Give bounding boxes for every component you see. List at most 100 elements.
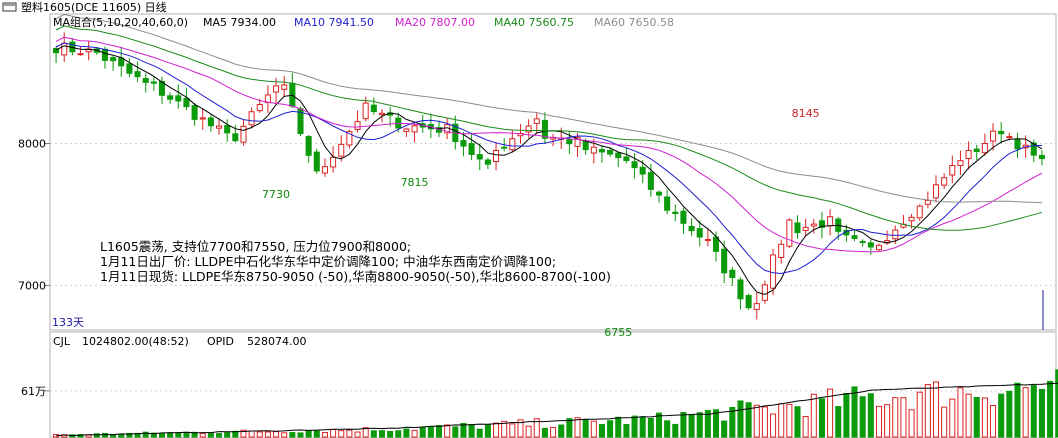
window-icon[interactable]	[2, 2, 17, 12]
price-extreme-labels: 7730 7815 6755 8145	[262, 107, 820, 339]
candle	[696, 220, 703, 247]
volume-bar	[330, 428, 337, 438]
volume-bar	[338, 430, 345, 438]
volume-bar	[688, 414, 695, 438]
volume-bar	[403, 428, 410, 438]
candle	[704, 228, 711, 247]
candle	[827, 209, 834, 236]
annotation-line-1: L1605震荡, 支持位7700和7550, 压力位7900和8000;	[100, 239, 411, 254]
volume-bar	[126, 432, 133, 438]
candle	[957, 150, 964, 176]
ma40-line	[55, 25, 1043, 231]
candle	[411, 122, 418, 143]
volume-bar	[582, 418, 589, 438]
candle	[403, 127, 410, 137]
candle	[419, 114, 426, 133]
volume-bar	[1022, 387, 1029, 438]
volume-bar	[362, 427, 369, 438]
volume-bar	[794, 406, 801, 438]
volume-bar	[818, 398, 825, 438]
candle	[264, 85, 271, 114]
volume-bar	[1055, 369, 1058, 438]
legend-ma20: MA20 7807.00	[395, 16, 475, 29]
candle	[981, 133, 988, 156]
volume-bar	[1006, 390, 1013, 438]
volume-bar	[655, 412, 663, 438]
volume-bar	[778, 403, 785, 438]
volume-bar	[476, 428, 483, 438]
volume-bar	[949, 398, 956, 438]
volume-bar	[321, 431, 328, 438]
volume-tick-label: 61万	[21, 385, 46, 398]
candle	[680, 207, 687, 234]
volume-bars	[53, 369, 1058, 438]
candle	[183, 87, 190, 111]
candle	[631, 153, 638, 179]
candle	[313, 148, 320, 174]
volume-bar	[859, 396, 866, 438]
price-label-low: 7815	[401, 176, 429, 189]
candle	[786, 218, 793, 249]
volume-legend-opid: 528074.00	[247, 335, 307, 348]
volume-bar	[452, 426, 459, 438]
volume-bar	[313, 430, 320, 438]
volume-bar	[998, 393, 1005, 438]
volume-bar	[411, 429, 418, 438]
candle	[330, 146, 337, 173]
legend-ma10: MA10 7941.50	[294, 16, 374, 29]
candle	[664, 189, 671, 215]
candle	[240, 119, 247, 146]
candle	[721, 240, 728, 284]
volume-bar	[281, 432, 288, 438]
volume-bar	[639, 416, 646, 438]
candle	[965, 141, 972, 170]
volume-bar	[354, 431, 361, 438]
volume-bar	[509, 423, 516, 438]
price-tick-label: 7000	[18, 279, 46, 292]
volume-bar	[965, 393, 972, 438]
price-pane-frame	[49, 13, 1057, 331]
volume-bar	[680, 412, 687, 438]
price-legend: MA组合(5,10,20,40,60,0) MA5 7934.00 MA10 7…	[53, 15, 674, 29]
volume-legend-opid-label: OPID	[207, 335, 234, 348]
candle	[305, 135, 312, 163]
candle	[729, 266, 736, 287]
volume-bar	[427, 426, 434, 438]
candle	[338, 135, 345, 162]
volume-bar	[827, 388, 834, 438]
volume-bar	[460, 423, 467, 438]
volume-bar	[884, 404, 891, 438]
candle	[655, 190, 663, 203]
volume-bar	[240, 429, 247, 438]
volume-bar	[623, 424, 630, 438]
price-axis: 7000 8000	[18, 138, 50, 292]
candle	[118, 46, 125, 77]
candle	[158, 76, 166, 104]
candle	[175, 84, 182, 109]
volume-bar	[932, 381, 940, 438]
annotation: L1605震荡, 支持位7700和7550, 压力位7900和8000; 1月1…	[100, 239, 611, 284]
candle	[256, 98, 263, 113]
volume-bar	[118, 433, 125, 438]
volume-bar	[167, 432, 174, 438]
candle	[851, 229, 858, 242]
price-label-high: 8145	[792, 107, 820, 120]
volume-bar	[704, 410, 711, 438]
volume-bar	[558, 424, 565, 438]
volume-legend-cjl: 1024802.00(48:52)	[82, 335, 189, 348]
volume-bar	[916, 391, 923, 438]
volume-bar	[729, 407, 736, 438]
candle	[949, 155, 956, 184]
volume-bar	[843, 393, 850, 438]
volume-bar	[533, 418, 540, 438]
volume-bar	[664, 420, 671, 438]
volume-bar	[1047, 380, 1054, 438]
ma60-line	[55, 13, 1042, 204]
candle	[493, 142, 500, 171]
volume-bar	[484, 424, 491, 438]
volume-bar	[835, 406, 842, 438]
volume-bar	[892, 397, 899, 438]
candle	[753, 292, 760, 320]
volume-bar	[175, 432, 182, 438]
open-interest-line	[56, 382, 1058, 437]
